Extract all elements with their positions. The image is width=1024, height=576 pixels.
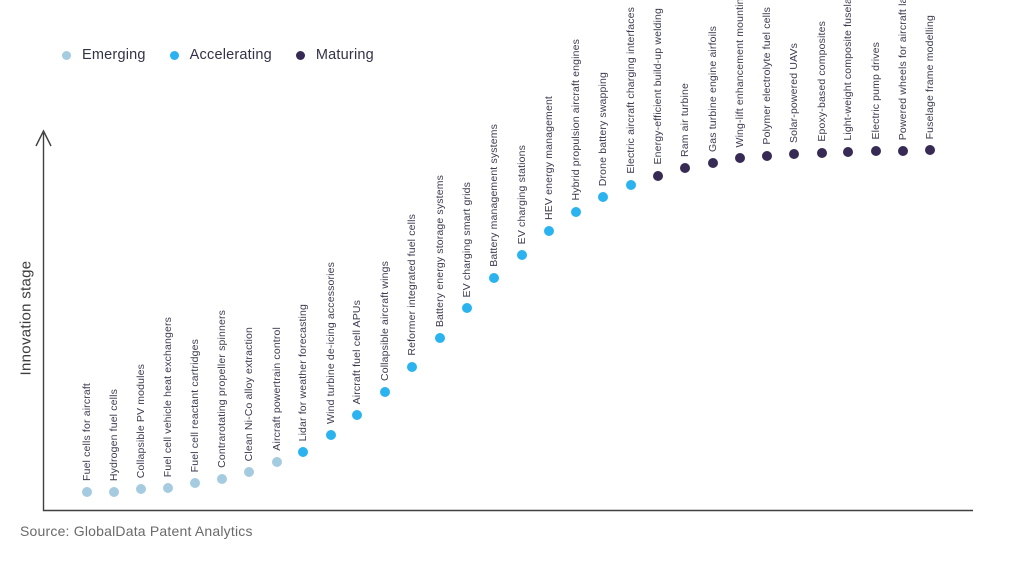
data-point-label: Lidar for weather forecasting (297, 303, 309, 441)
data-point (326, 430, 336, 440)
legend-label: Maturing (315, 47, 374, 63)
legend-item-maturing: Maturing (295, 47, 374, 63)
data-point-label: Electric aircraft charging interfaces (625, 7, 637, 174)
data-point-label: Wind turbine de-icing accessories (325, 262, 337, 424)
data-point (435, 333, 445, 343)
data-point (190, 478, 200, 488)
data-point (82, 487, 92, 497)
data-point (817, 148, 827, 158)
data-point (136, 484, 146, 494)
data-point-label: Fuel cell reactant cartridges (189, 338, 201, 472)
source-note: Source: GlobalData Patent Analytics (20, 523, 253, 539)
data-point-label: Fuel cells for aircraft (81, 383, 93, 481)
data-point-label: Collapsible PV modules (135, 363, 147, 478)
legend-label: Emerging (82, 47, 146, 63)
data-point (298, 447, 308, 457)
data-point-label: Ram air turbine (679, 82, 691, 157)
data-point-label: Aircraft powertrain control (271, 327, 283, 451)
data-point-label: HEV energy management (543, 96, 555, 220)
data-point-label: Solar-powered UAVs (788, 43, 800, 143)
legend-item-emerging: Emerging (62, 47, 146, 63)
axis-lines (42, 133, 973, 512)
data-point (898, 146, 908, 156)
legend-label: Accelerating (189, 47, 272, 63)
data-point (544, 226, 554, 236)
data-point-label: Epoxy-based composites (816, 21, 828, 142)
data-point (244, 467, 254, 477)
data-point (352, 410, 362, 420)
data-point-label: Battery energy storage systems (434, 174, 446, 327)
data-point (708, 158, 718, 168)
data-point-label: Electric pump drives (870, 42, 882, 140)
data-point-label: Hybrid propulsion aircraft engines (570, 39, 582, 201)
chart-legend: Emerging Accelerating Maturing (62, 47, 374, 63)
data-point (735, 153, 745, 163)
data-point (217, 474, 227, 484)
data-point-label: Reformer integrated fuel cells (406, 214, 418, 356)
data-point-label: Wing-lift enhancement mountings (734, 0, 746, 147)
data-point-label: Fuselage frame modelling (924, 14, 936, 139)
data-point-label: Drone battery swapping (597, 71, 609, 186)
legend-item-accelerating: Accelerating (169, 47, 272, 63)
data-point (925, 145, 935, 155)
data-point (653, 171, 663, 181)
data-point-label: Collapsible aircraft wings (379, 260, 391, 381)
data-point-label: Gas turbine engine airfoils (707, 25, 719, 152)
data-point (680, 163, 690, 173)
data-point-label: Fuel cell vehicle heat exchangers (162, 316, 174, 477)
data-point (272, 457, 282, 467)
data-point-label: Contrarotating propeller spinners (216, 310, 228, 468)
data-point (462, 303, 472, 313)
data-point-label: Clean Ni-Co alloy extraction (243, 326, 255, 461)
data-point-label: Light-weight composite fuselage (842, 0, 854, 141)
data-point-label: Energy-efficient build-up welding (652, 8, 664, 165)
data-point-label: EV charging stations (516, 144, 528, 244)
data-point (380, 387, 390, 397)
data-point (598, 192, 608, 202)
data-point (517, 250, 527, 260)
data-point (762, 151, 772, 161)
legend-dot-icon (169, 50, 179, 60)
legend-dot-icon (295, 50, 305, 60)
data-point-label: Battery management systems (488, 124, 500, 267)
data-point (871, 146, 881, 156)
data-point-label: Powered wheels for aircraft landing (897, 0, 909, 140)
data-point (489, 273, 499, 283)
data-point-label: EV charging smart grids (461, 181, 473, 298)
data-point-label: Hydrogen fuel cells (108, 388, 120, 481)
data-point (843, 147, 853, 157)
data-point-label: Aircraft fuel cell APUs (351, 299, 363, 404)
data-point (407, 362, 417, 372)
y-axis-title: Innovation stage (17, 260, 35, 376)
data-point (626, 180, 636, 190)
data-point (571, 207, 581, 217)
y-axis-arrow-icon (35, 129, 52, 147)
data-point (109, 487, 119, 497)
data-point (789, 149, 799, 159)
data-point (163, 483, 173, 493)
data-point-label: Polymer electrolyte fuel cells (761, 7, 773, 145)
legend-dot-icon (62, 50, 71, 60)
